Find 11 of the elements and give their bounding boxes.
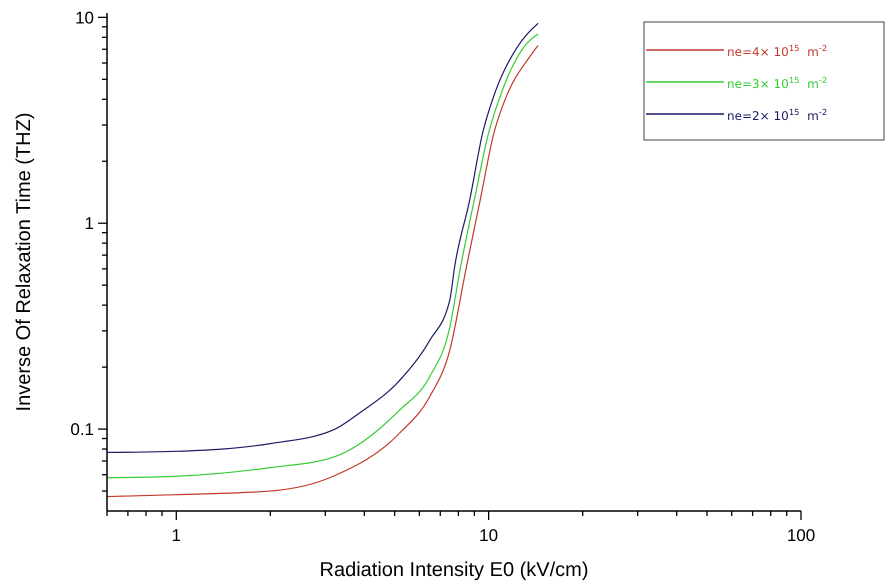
y-tick-label: 0.1	[70, 420, 94, 440]
x-tick-label: 100	[786, 526, 816, 545]
y-tick-label: 1	[84, 214, 94, 234]
x-tick-label: 10	[479, 526, 498, 545]
text: ne=3× 10$^{15}$ m$^{-2}$	[727, 75, 828, 91]
y-axis-title: Inverse Of Relaxation Time (THZ)	[13, 112, 35, 412]
y-tick-label: 10	[75, 8, 94, 28]
x-tick-label: 1	[172, 526, 182, 545]
x-axis-title: Radiation Intensity E0 (kV/cm)	[320, 559, 588, 581]
text: ne=4× 10$^{15}$ m$^{-2}$	[727, 43, 828, 59]
text: ne=2× 10$^{15}$ m$^{-2}$	[727, 107, 828, 123]
